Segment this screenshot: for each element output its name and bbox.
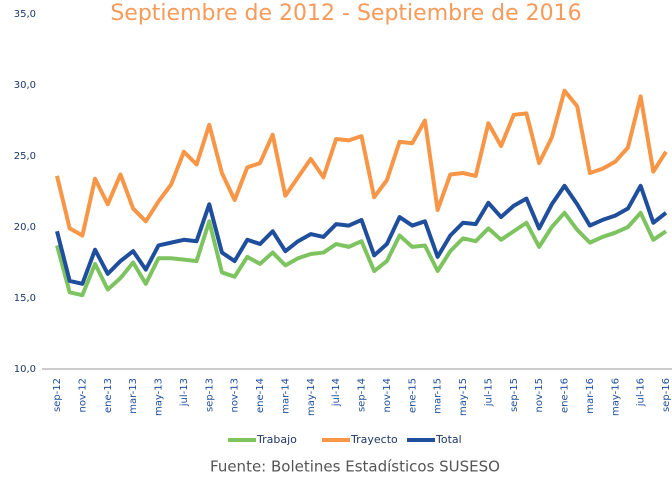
x-tick-label: ene-16 (560, 378, 571, 413)
x-tick-label: nov-12 (77, 378, 88, 412)
y-tick-label: 30,0 (14, 80, 36, 91)
x-tick-label: nov-15 (534, 378, 545, 412)
x-tick-label: sep-14 (357, 378, 368, 412)
x-tick-label: sep-13 (204, 378, 215, 412)
x-tick-label: mar-13 (128, 378, 139, 414)
x-tick-label: jul-15 (483, 378, 494, 407)
source: Fuente: Boletines Estadísticos SUSESO (210, 458, 500, 476)
legend-label: Total (435, 433, 462, 446)
series-line (55, 210, 668, 298)
x-tick-label: jul-16 (636, 378, 647, 407)
x-tick-label: sep-12 (52, 378, 63, 412)
x-tick-label: mar-16 (585, 378, 596, 414)
y-tick-label: 10,0 (14, 364, 36, 375)
x-tick-label: ene-14 (255, 378, 266, 413)
y-tick-label: 35,0 (14, 9, 36, 20)
x-tick-label: ene-15 (407, 378, 418, 413)
x-tick-label: mar-14 (280, 378, 291, 414)
chart-title: Septiembre de 2012 - Septiembre de 2016 (110, 1, 581, 26)
x-tick-label: may-13 (154, 378, 165, 416)
series-line (55, 183, 668, 286)
x-tick-label: sep-16 (661, 378, 672, 412)
x-tick-label: nov-13 (230, 378, 241, 412)
y-tick-label: 25,0 (14, 151, 36, 162)
x-tick-label: mar-15 (433, 378, 444, 414)
x-tick-label: may-15 (458, 378, 469, 416)
legend-label: Trayecto (350, 433, 398, 446)
x-tick-label: may-14 (306, 378, 317, 416)
y-tick-label: 15,0 (14, 293, 36, 304)
x-tick-label: sep-15 (509, 378, 520, 412)
legend-label: Trabajo (256, 433, 297, 446)
x-tick-label: may-16 (610, 378, 621, 416)
x-tick-label: jul-13 (179, 378, 190, 407)
x-tick-label: nov-14 (382, 378, 393, 412)
x-tick-label: jul-14 (331, 378, 342, 407)
series-line (55, 88, 668, 238)
y-tick-label: 20,0 (14, 222, 36, 233)
x-tick-label: ene-13 (103, 378, 114, 413)
